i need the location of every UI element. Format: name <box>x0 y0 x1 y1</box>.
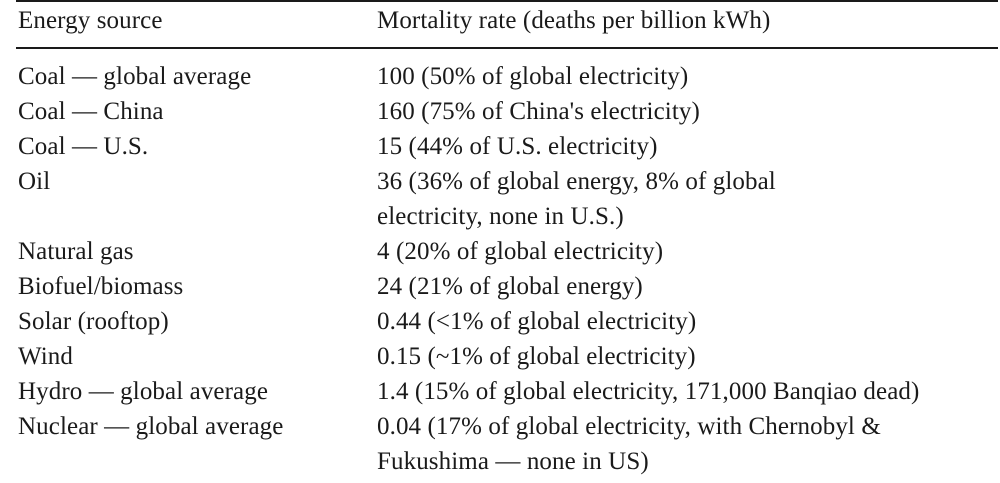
row-source: Solar (rooftop) <box>18 308 169 335</box>
row-source: Nuclear — global average <box>18 413 284 440</box>
row-rate: 1.4 (15% of global electricity, 171,000 … <box>377 378 920 405</box>
row-rate-continued: electricity, none in U.S.) <box>377 203 624 230</box>
row-rate: 0.15 (~1% of global electricity) <box>377 343 696 370</box>
header-mortality-rate: Mortality rate (deaths per billion kWh) <box>377 7 771 34</box>
row-rate-continued: Fukushima — none in US) <box>377 448 649 475</box>
row-rate: 4 (20% of global electricity) <box>377 238 664 265</box>
row-rate: 0.04 (17% of global electricity, with Ch… <box>377 413 881 440</box>
row-source: Hydro — global average <box>18 378 269 405</box>
row-rate: 36 (36% of global energy, 8% of global <box>377 168 776 195</box>
row-source: Natural gas <box>18 238 134 265</box>
row-source: Coal — China <box>18 98 164 125</box>
row-source: Coal — global average <box>18 63 252 90</box>
table-header-rule <box>16 47 998 49</box>
row-source: Wind <box>18 343 73 370</box>
table-top-rule <box>16 0 998 2</box>
row-source: Coal — U.S. <box>18 133 149 160</box>
row-rate: 100 (50% of global electricity) <box>377 63 689 90</box>
header-energy-source: Energy source <box>18 7 163 34</box>
row-rate: 15 (44% of U.S. electricity) <box>377 133 658 160</box>
row-source: Biofuel/biomass <box>18 273 184 300</box>
row-rate: 24 (21% of global energy) <box>377 273 643 300</box>
row-rate: 0.44 (<1% of global electricity) <box>377 308 697 335</box>
row-source: Oil <box>18 168 51 195</box>
row-rate: 160 (75% of China's electricity) <box>377 98 700 125</box>
